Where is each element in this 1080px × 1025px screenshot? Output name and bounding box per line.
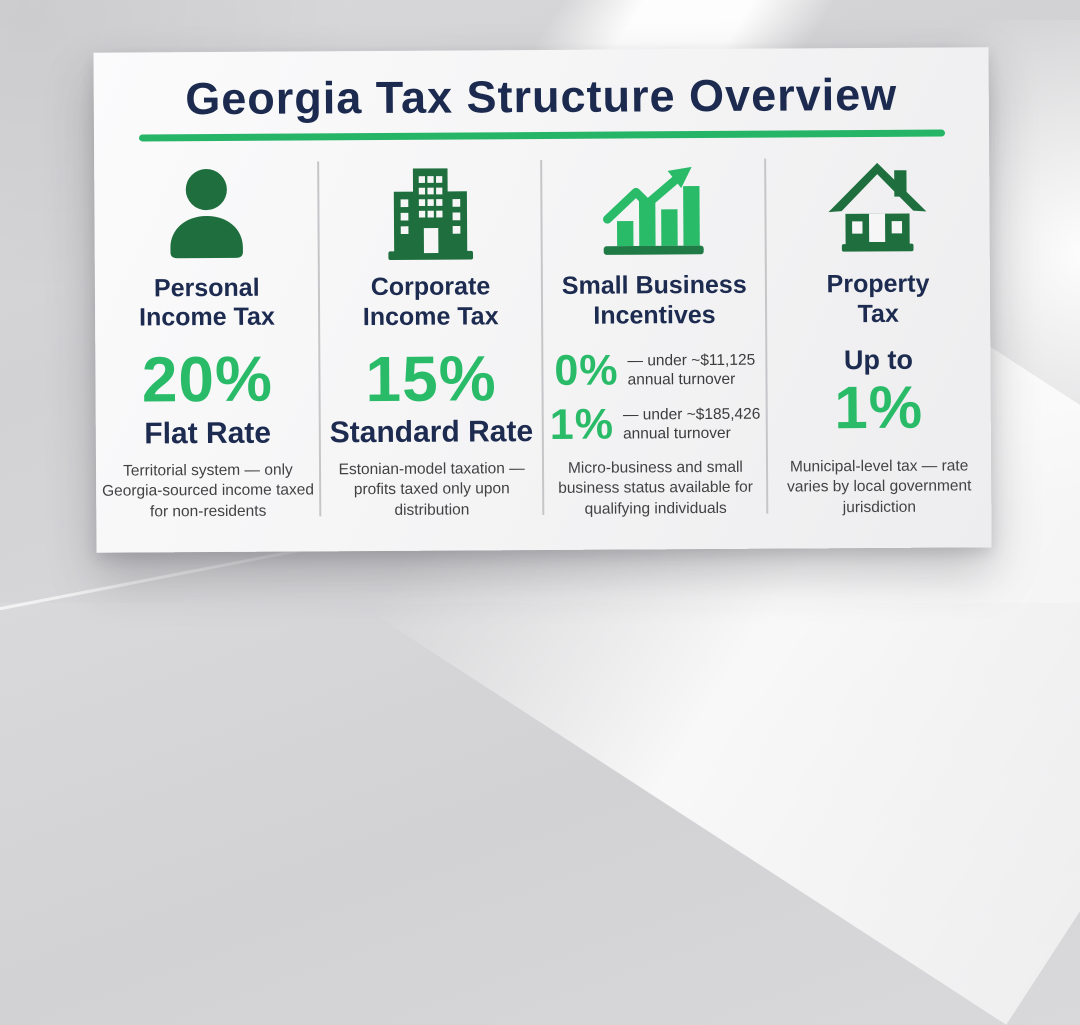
column-title: Corporate Income Tax	[363, 272, 499, 334]
rate-area: 0% — under ~$11,125 annual turnover 1% —…	[549, 345, 761, 450]
column-small-business-incentives: Small Business Incentives 0% — under ~$1…	[542, 153, 768, 520]
page-title: Georgia Tax Structure Overview	[185, 68, 898, 125]
rate-value: 20%	[141, 342, 274, 416]
column-property-tax: Property Tax Up to 1% Municipal-level ta…	[765, 151, 991, 518]
column-description: Estonian-model taxation — profits taxed …	[338, 459, 525, 519]
column-title-line2: Incentives	[593, 300, 716, 330]
rate-condition-line1: — under ~$11,125	[627, 351, 756, 370]
house-icon	[817, 162, 938, 259]
column-title: Small Business Incentives	[562, 271, 747, 333]
rate-condition: — under ~$11,125 annual turnover	[627, 351, 755, 390]
bar-chart-growth-icon	[594, 163, 715, 260]
column-description: Micro-business and small business status…	[558, 458, 753, 518]
person-icon	[146, 166, 267, 262]
rate-row: 1% — under ~$185,426 annual turnover	[550, 399, 761, 450]
column-title-line2: Income Tax	[139, 302, 275, 332]
rate-condition-line2: annual turnover	[622, 424, 731, 443]
rate-value: 15%	[365, 341, 497, 415]
rate-label: Flat Rate	[144, 416, 272, 451]
column-title-line1: Small Business	[561, 270, 747, 300]
column-personal-income-tax: Personal Income Tax 20% Flat Rate Territ…	[94, 155, 320, 522]
rate-condition-line2: annual turnover	[627, 370, 736, 389]
rate-value: 0%	[554, 346, 619, 396]
tax-columns: Personal Income Tax 20% Flat Rate Territ…	[94, 151, 991, 522]
building-icon	[370, 164, 491, 261]
rate-prefix: Up to	[843, 344, 914, 375]
rate-row: 0% — under ~$11,125 annual turnover	[549, 345, 760, 396]
rate-area: 15% Standard Rate	[329, 341, 534, 452]
column-description: Municipal-level tax — rate varies by loc…	[787, 457, 972, 516]
rate-label: Standard Rate	[329, 415, 534, 450]
rate-area: 20% Flat Rate	[141, 342, 274, 453]
column-title: Personal Income Tax	[139, 273, 275, 335]
column-title-line1: Personal	[153, 273, 260, 302]
rate-value: 1%	[549, 400, 615, 450]
column-title-line2: Income Tax	[362, 301, 499, 331]
column-title-line1: Property	[826, 269, 930, 299]
rate-condition-line1: — under ~$185,426	[622, 405, 761, 424]
rate-condition: — under ~$185,426 annual turnover	[623, 405, 761, 444]
infographic-card: Georgia Tax Structure Overview Personal …	[93, 47, 992, 553]
column-title: Property Tax	[827, 270, 930, 332]
column-corporate-income-tax: Corporate Income Tax 15% Standard Rate E…	[318, 154, 544, 521]
column-title-line1: Corporate	[370, 272, 491, 302]
rate-area: Up to 1%	[834, 344, 924, 449]
rate-value: 1%	[834, 373, 924, 442]
title-underline	[138, 129, 946, 142]
column-title-line2: Tax	[857, 299, 899, 328]
column-description: Territorial system — only Georgia-source…	[101, 461, 315, 520]
